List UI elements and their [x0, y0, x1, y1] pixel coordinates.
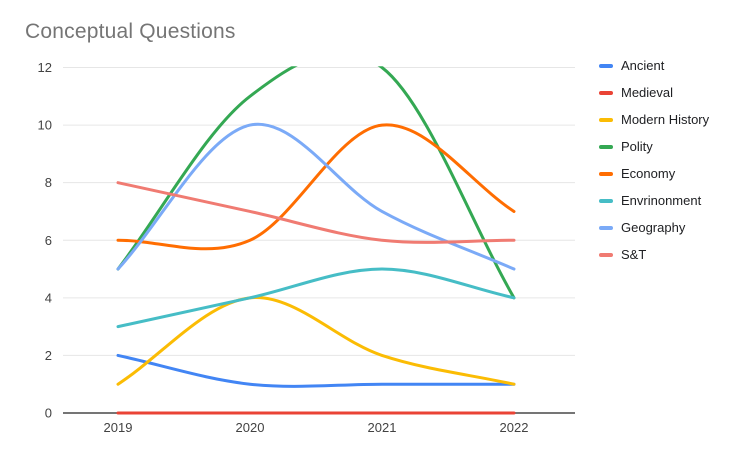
legend-item-economy[interactable]: Economy: [599, 160, 709, 187]
series-line-ancient[interactable]: [116, 353, 516, 388]
x-tick-label: 2019: [104, 420, 133, 435]
legend-swatch-polity: [599, 144, 613, 149]
legend-item-s-t[interactable]: S&T: [599, 241, 709, 268]
legend-swatch-ancient: [599, 63, 613, 68]
legend: Ancient Medieval Modern History Polity Econo…: [599, 52, 709, 268]
y-tick-label: 2: [45, 348, 52, 363]
legend-swatch-medieval: [599, 90, 613, 95]
legend-label: Polity: [621, 139, 653, 154]
y-tick-label: 8: [45, 175, 52, 190]
legend-label: Medieval: [621, 85, 674, 100]
y-tick-label: 0: [45, 406, 52, 421]
legend-swatch-envrinonment: [599, 198, 613, 203]
chart-title: Conceptual Questions: [25, 20, 236, 43]
legend-label: Envrinonment: [621, 193, 702, 208]
y-tick-label: 6: [45, 233, 52, 248]
series-line-polity[interactable]: [116, 53, 516, 300]
x-tick-label: 2022: [500, 420, 529, 435]
legend-item-geography[interactable]: Geography: [599, 214, 709, 241]
legend-label: Economy: [621, 166, 676, 181]
x-tick-label: 2021: [368, 420, 397, 435]
legend-label: Geography: [621, 220, 686, 235]
series-line-envrinonment[interactable]: [116, 267, 516, 329]
legend-label: S&T: [621, 247, 647, 262]
legend-item-envrinonment[interactable]: Envrinonment: [599, 187, 709, 214]
y-tick-label: 4: [45, 290, 52, 305]
legend-item-modern-history[interactable]: Modern History: [599, 106, 709, 133]
series-line-economy[interactable]: [116, 123, 516, 251]
legend-swatch-modern-history: [599, 117, 613, 122]
y-tick-label: 12: [38, 60, 52, 75]
y-tick-label: 10: [38, 118, 52, 133]
series-line-geography[interactable]: [116, 122, 516, 271]
legend-swatch-geography: [599, 225, 613, 230]
series-line-modern-history[interactable]: [116, 296, 516, 386]
legend-label: Ancient: [621, 58, 665, 73]
legend-label: Modern History: [621, 112, 710, 127]
x-tick-label: 2020: [236, 420, 265, 435]
legend-item-medieval[interactable]: Medieval: [599, 79, 709, 106]
legend-swatch-s-t: [599, 252, 613, 257]
series-line-s-t[interactable]: [116, 181, 516, 244]
legend-item-polity[interactable]: Polity: [599, 133, 709, 160]
legend-item-ancient[interactable]: Ancient: [599, 52, 709, 79]
legend-swatch-economy: [599, 171, 613, 176]
